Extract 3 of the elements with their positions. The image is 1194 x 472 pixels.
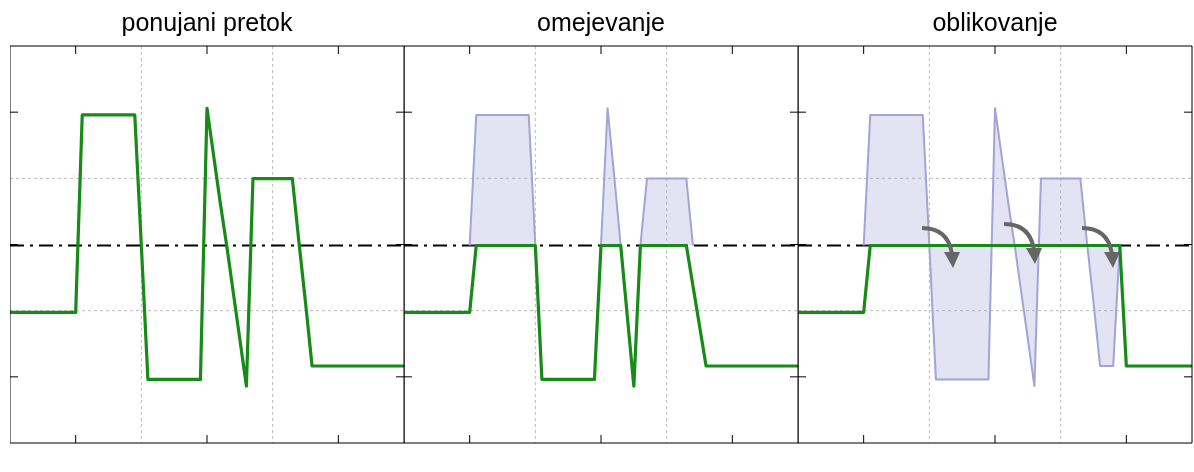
chart-title: oblikovanje xyxy=(931,8,1059,37)
chart-title: omejevanje xyxy=(536,8,666,37)
chart-title: ponujani pretok xyxy=(120,8,294,37)
